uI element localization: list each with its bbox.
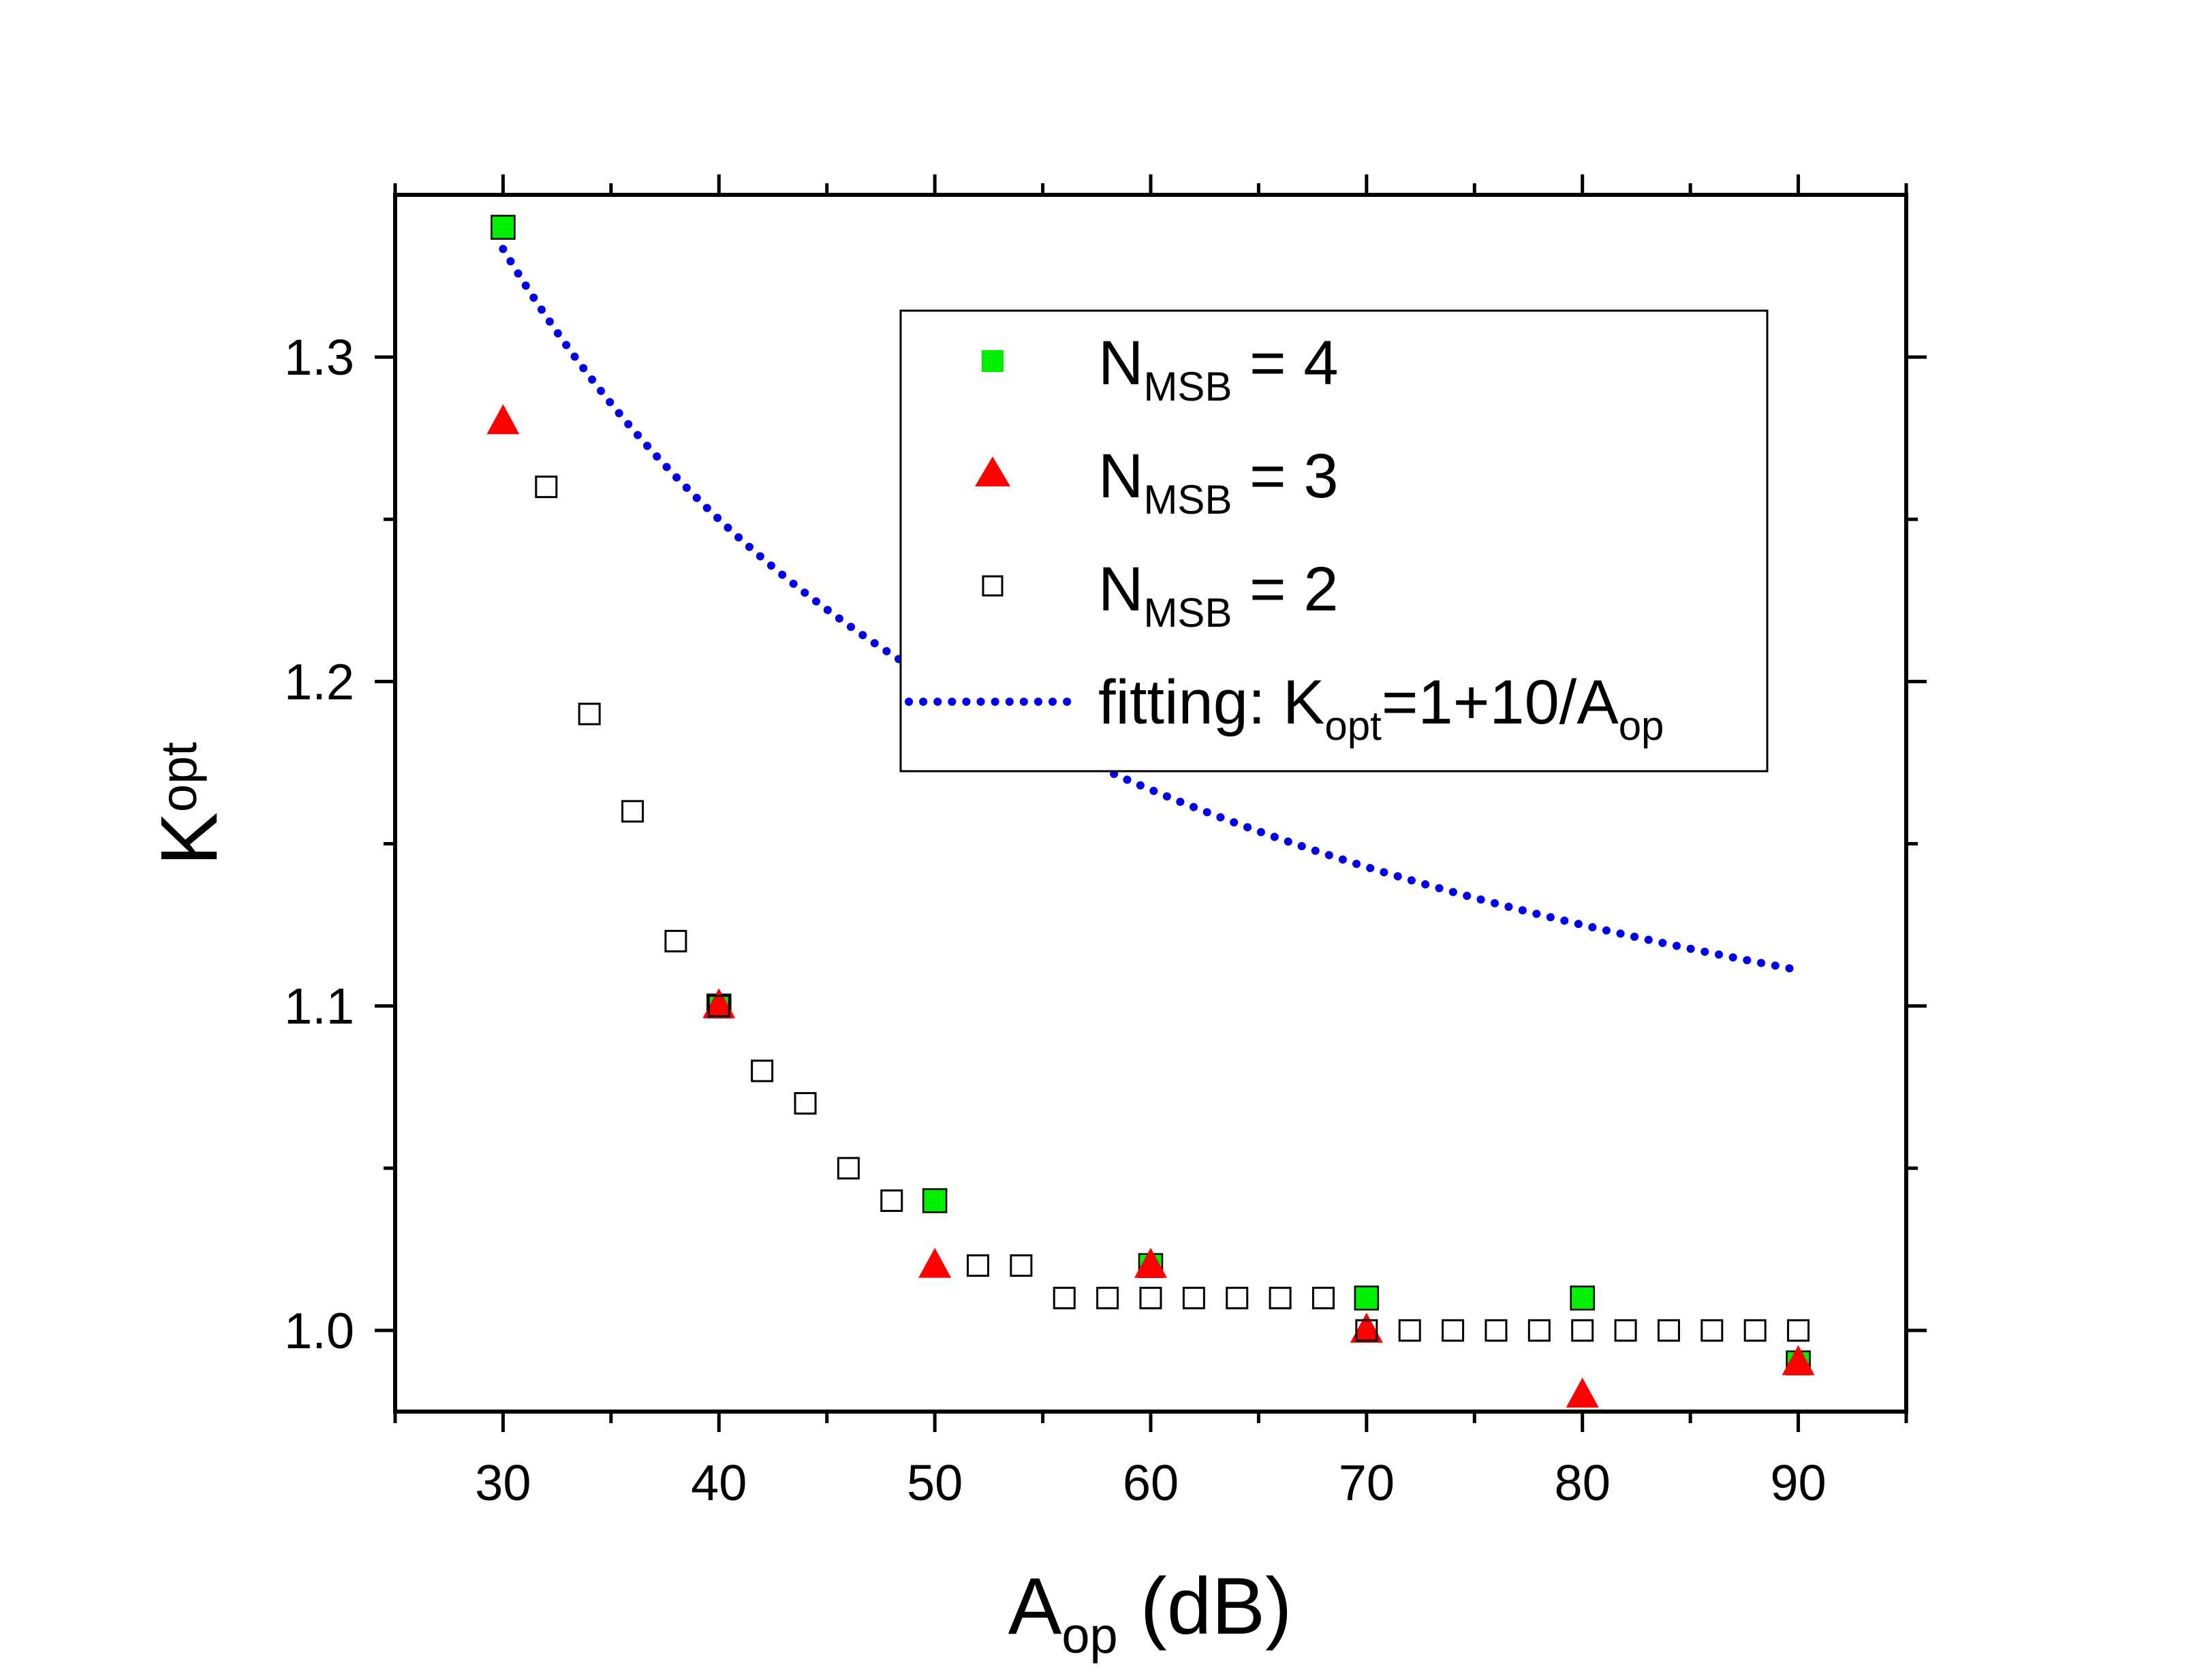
legend-label-nmsb2: NMSB = 2	[1098, 555, 1339, 636]
point-nmsb4	[1354, 1286, 1380, 1311]
point-nmsb2	[967, 1254, 990, 1277]
x-tick-label: 50	[907, 1455, 963, 1511]
x-tick-label: 90	[1770, 1455, 1826, 1511]
point-nmsb3	[918, 1247, 952, 1278]
fit-curve	[499, 245, 1803, 974]
point-nmsb2	[880, 1189, 903, 1212]
point-nmsb2	[751, 1059, 774, 1083]
point-nmsb2	[837, 1157, 860, 1180]
x-axis-title-suffix: (dB)	[1118, 1561, 1292, 1651]
point-nmsb2	[1096, 1286, 1119, 1309]
point-nmsb2	[535, 476, 558, 499]
point-nmsb3	[702, 988, 736, 1018]
point-nmsb2	[1657, 1319, 1680, 1342]
point-nmsb2	[1269, 1286, 1292, 1309]
point-nmsb2	[794, 1092, 817, 1115]
x-axis-title: Aop (dB)	[1008, 1561, 1292, 1664]
point-nmsb2	[1226, 1286, 1249, 1309]
point-nmsb4	[922, 1188, 948, 1213]
point-nmsb2	[1700, 1319, 1724, 1342]
x-axis-title-sub: op	[1061, 1607, 1117, 1664]
point-nmsb2	[664, 929, 687, 952]
y-tick-label: 1.0	[284, 1303, 354, 1359]
y-axis-title-sub: opt	[151, 742, 207, 812]
legend-marker-nmsb3	[975, 456, 1010, 486]
point-nmsb2	[1442, 1319, 1465, 1342]
x-tick-label: 40	[691, 1455, 747, 1511]
y-axis-title: Kopt	[144, 742, 234, 866]
point-nmsb2	[1743, 1319, 1767, 1342]
point-nmsb2	[1485, 1319, 1508, 1342]
ticks-layer: 30 40 50 60 70 80 90 1.0 1.1 1.2 1.3	[284, 174, 1927, 1511]
point-nmsb4	[1570, 1286, 1595, 1311]
y-tick-label: 1.3	[284, 329, 354, 386]
legend-label-fitting: fitting: Kopt=1+10/Aop	[1098, 668, 1664, 749]
x-tick-label: 70	[1339, 1455, 1395, 1511]
point-nmsb2	[1311, 1286, 1335, 1309]
legend-marker-nmsb4	[982, 350, 1004, 372]
x-tick-label: 80	[1555, 1455, 1611, 1511]
point-nmsb3	[1350, 1312, 1383, 1343]
point-nmsb2	[1571, 1319, 1594, 1342]
point-nmsb3	[1134, 1247, 1167, 1278]
points-layer	[486, 215, 1815, 1408]
point-nmsb2	[1182, 1286, 1205, 1309]
legend-label-nmsb3: NMSB = 3	[1098, 441, 1339, 523]
legend-label-nmsb4: NMSB = 4	[1098, 328, 1339, 409]
point-nmsb2	[1527, 1319, 1551, 1342]
plot-frame	[393, 193, 1908, 1414]
legend: NMSB = 4 NMSB = 3 NMSB = 2 fitting: Kopt…	[899, 309, 1769, 773]
y-axis-title-main: K	[144, 812, 234, 866]
point-nmsb2	[621, 800, 644, 823]
legend-marker-nmsb2	[982, 575, 1004, 597]
x-tick-label: 60	[1123, 1455, 1179, 1511]
point-nmsb2	[1787, 1319, 1810, 1342]
point-nmsb2	[1398, 1319, 1421, 1342]
x-tick-label: 30	[475, 1455, 531, 1511]
y-tick-label: 1.2	[284, 653, 354, 710]
point-nmsb2	[1139, 1286, 1162, 1309]
point-nmsb4	[491, 215, 516, 240]
point-nmsb3	[486, 404, 520, 435]
point-nmsb2	[1355, 1319, 1378, 1342]
point-nmsb3	[1566, 1378, 1599, 1408]
point-nmsb2	[1053, 1286, 1076, 1309]
y-tick-label: 1.1	[284, 978, 354, 1035]
fit-layer	[499, 245, 1803, 974]
point-nmsb2	[1614, 1319, 1637, 1342]
point-nmsb2	[707, 995, 730, 1018]
point-nmsb2	[1010, 1254, 1033, 1277]
point-nmsb3	[1782, 1345, 1815, 1375]
x-axis-title-main: A	[1008, 1561, 1062, 1651]
legend-box	[899, 309, 1769, 773]
point-nmsb2	[578, 702, 601, 726]
